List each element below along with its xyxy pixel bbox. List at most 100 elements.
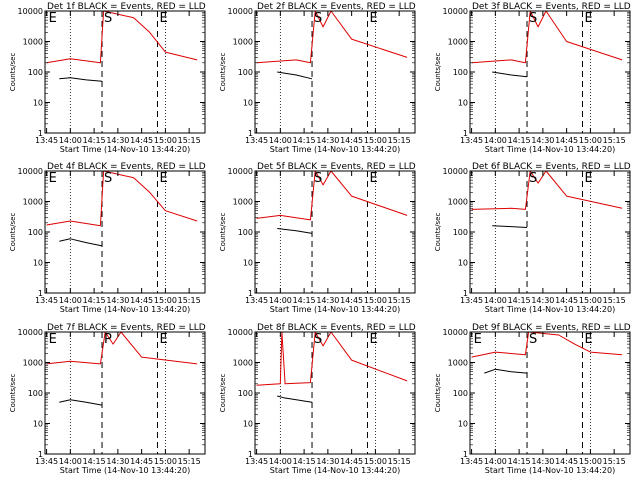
x-tick-label: 15:00 [154,136,177,145]
marker-label: P [104,332,112,347]
y-tick-label: 1000 [448,38,468,47]
panel-title: Det 9f BLACK = Events, RED = LLD [472,323,631,333]
y-tick-label: 100 [28,389,43,398]
x-axis-label: Start Time (14-Nov-10 13:44:20) [270,305,400,314]
y-tick-label: 10 [33,99,43,108]
x-tick-label: 14:45 [555,296,578,305]
y-tick-label: 1000 [233,38,253,47]
events-series-line [484,368,528,374]
x-tick-label: 14:00 [269,457,292,466]
x-axis-label: Start Time (14-Nov-10 13:44:20) [485,145,615,154]
x-tick-label: 14:45 [340,296,363,305]
x-tick-label: 14:30 [106,136,129,145]
marker-label: E [369,332,377,347]
y-tick-label: 10000 [228,7,253,16]
marker-label: E [159,171,167,186]
lld-series-line [256,170,408,221]
panel-title: Det 8f BLACK = Events, RED = LLD [257,323,416,333]
marker-label: S [314,11,322,26]
x-tick-label: 14:30 [316,136,339,145]
panel-title: Det 7f BLACK = Events, RED = LLD [47,323,206,333]
x-tick-label: 15:00 [364,457,387,466]
y-tick-label: 10000 [18,328,43,337]
x-tick-label: 14:00 [59,136,82,145]
x-tick-label: 14:45 [130,296,153,305]
y-axis-label: Counts/sec [9,374,17,413]
x-tick-label: 15:00 [154,457,177,466]
y-tick-label: 10 [458,420,468,429]
marker-label: E [49,171,57,186]
y-tick-label: 100 [453,389,468,398]
y-axis-label: Counts/sec [434,374,442,413]
y-tick-label: 1000 [23,359,43,368]
x-tick-label: 14:45 [130,136,153,145]
x-tick-label: 15:15 [178,136,201,145]
x-tick-label: 15:15 [178,457,201,466]
y-tick-label: 1 [463,289,468,298]
y-tick-label: 1000 [448,198,468,207]
y-tick-label: 1000 [23,198,43,207]
marker-label: E [584,171,592,186]
x-tick-label: 14:45 [130,457,153,466]
x-tick-label: 14:15 [293,296,316,305]
x-axis-label: Start Time (14-Nov-10 13:44:20) [485,305,615,314]
marker-label: E [474,332,482,347]
panel-title: Det 3f BLACK = Events, RED = LLD [472,2,631,12]
marker-label: E [159,11,167,26]
x-tick-label: 13:45 [245,457,268,466]
x-tick-label: 14:00 [59,457,82,466]
x-tick-label: 14:15 [293,136,316,145]
marker-label: E [369,171,377,186]
lld-series-line [471,170,623,210]
panel-title: Det 6f BLACK = Events, RED = LLD [472,162,631,172]
x-tick-label: 13:45 [460,296,483,305]
x-tick-label: 15:00 [364,296,387,305]
marker-label: E [369,11,377,26]
y-tick-label: 10 [243,99,253,108]
x-tick-label: 14:00 [59,296,82,305]
marker-label: S [104,171,112,186]
y-tick-label: 10 [33,259,43,268]
y-tick-label: 100 [453,68,468,77]
x-axis-label: Start Time (14-Nov-10 13:44:20) [485,466,615,475]
y-tick-label: 1 [248,129,253,138]
y-tick-label: 10000 [443,7,468,16]
marker-label: E [584,11,592,26]
marker-label: S [314,332,322,347]
x-tick-label: 13:45 [245,296,268,305]
y-axis-label: Counts/sec [219,53,227,92]
y-tick-label: 10 [243,259,253,268]
x-axis-label: Start Time (14-Nov-10 13:44:20) [60,305,190,314]
events-series-line [277,395,313,403]
panel-title: Det 5f BLACK = Events, RED = LLD [257,162,416,172]
lld-series-line [256,331,408,386]
marker-label: S [529,171,537,186]
y-tick-label: 10 [33,420,43,429]
y-tick-label: 1000 [448,359,468,368]
y-axis-label: Counts/sec [9,213,17,252]
y-tick-label: 1 [38,289,43,298]
x-tick-label: 14:00 [269,296,292,305]
x-tick-label: 15:15 [603,136,626,145]
marker-label: S [529,11,537,26]
y-tick-label: 10000 [18,167,43,176]
x-tick-label: 15:15 [603,457,626,466]
lld-series-line [471,10,623,64]
panel-title: Det 1f BLACK = Events, RED = LLD [47,2,206,12]
x-tick-label: 14:45 [555,136,578,145]
x-tick-label: 14:30 [106,296,129,305]
y-tick-label: 1000 [233,359,253,368]
y-tick-label: 100 [238,228,253,237]
x-tick-label: 14:15 [83,296,106,305]
y-tick-label: 10000 [443,328,468,337]
x-axis-label: Start Time (14-Nov-10 13:44:20) [270,145,400,154]
y-tick-label: 10 [243,420,253,429]
